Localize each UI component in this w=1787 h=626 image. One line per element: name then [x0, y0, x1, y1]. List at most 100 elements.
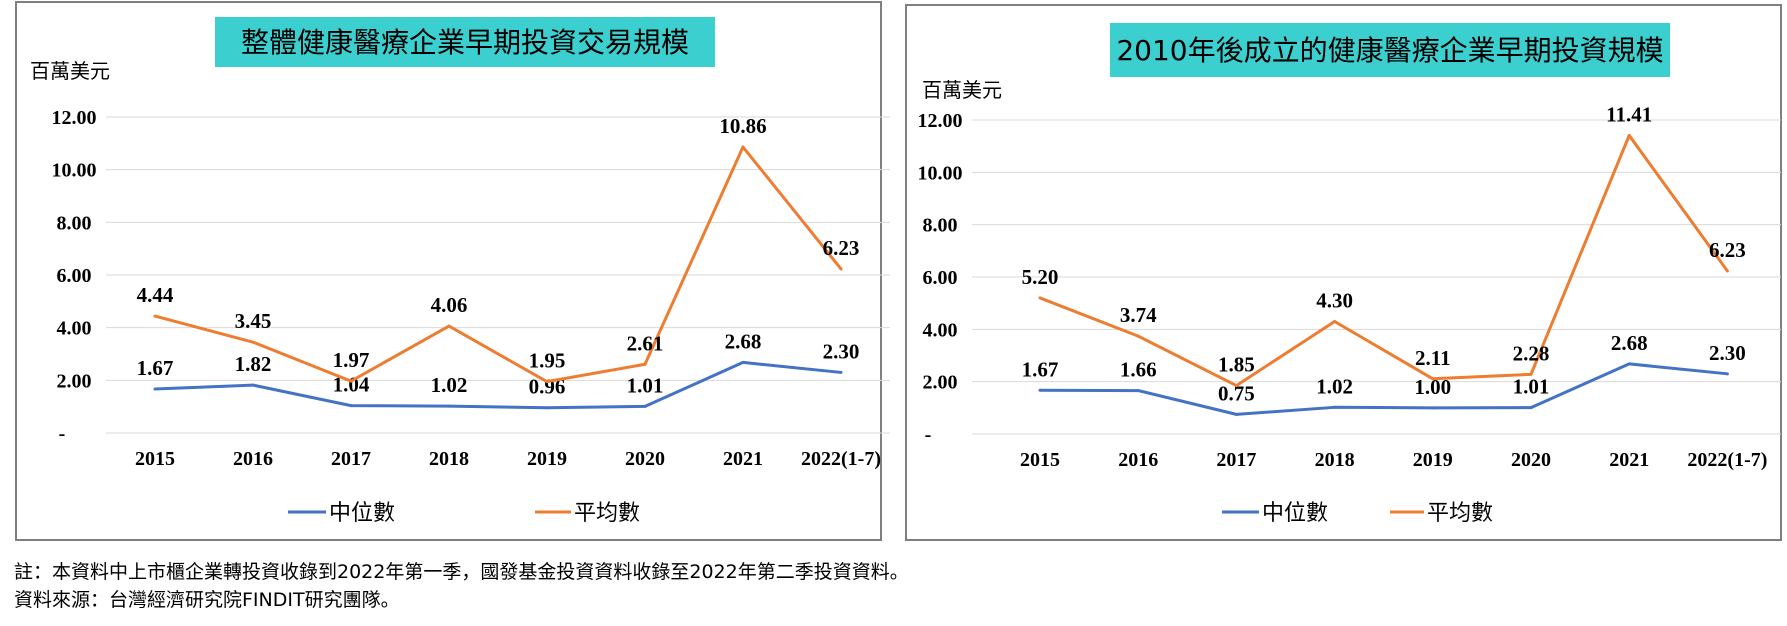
x-tick-label: 2015 — [135, 448, 175, 470]
data-point — [1234, 384, 1238, 388]
chart-title: 2010年後成立的健康醫療企業早期投資規模 — [1116, 34, 1663, 67]
x-tick-label: 2022(1-7) — [801, 448, 881, 470]
data-label: 4.06 — [431, 293, 468, 317]
chart-frame — [905, 4, 1782, 541]
y-tick-label: 10.00 — [918, 162, 963, 184]
x-tick-label: 2021 — [1609, 449, 1649, 471]
x-tick-label: 2019 — [527, 448, 567, 470]
data-point — [839, 370, 843, 374]
data-label: 2.30 — [823, 339, 860, 363]
data-point — [1529, 406, 1533, 410]
data-label: 3.74 — [1120, 303, 1157, 327]
x-tick-label: 2021 — [723, 448, 763, 470]
data-label: 1.85 — [1218, 353, 1255, 377]
data-point — [741, 145, 745, 149]
data-point — [1234, 412, 1238, 416]
data-label: 2.68 — [725, 329, 762, 353]
data-label: 1.67 — [137, 356, 174, 380]
chart-title-background — [1110, 23, 1670, 77]
data-label: 4.30 — [1316, 288, 1353, 312]
data-point — [1038, 296, 1042, 300]
data-label: 6.23 — [1709, 238, 1746, 262]
data-point — [251, 383, 255, 387]
x-tick-label: 2016 — [233, 448, 273, 470]
data-point — [1529, 372, 1533, 376]
data-point — [545, 380, 549, 384]
legend-label: 中位數 — [329, 501, 395, 526]
data-label: 3.45 — [235, 309, 272, 333]
y-tick-label: - — [59, 423, 66, 445]
data-label: 1.97 — [333, 348, 370, 372]
data-point — [545, 406, 549, 410]
footnote: 註：本資料中上市櫃企業轉投資收錄到2022年第一季，國發基金投資資料收錄至202… — [14, 561, 909, 583]
data-label: 1.02 — [431, 373, 468, 397]
data-label: 1.67 — [1022, 357, 1059, 381]
y-tick-label: 12.00 — [918, 110, 963, 132]
y-axis-unit: 百萬美元 — [922, 78, 1002, 102]
y-tick-label: 2.00 — [57, 370, 92, 392]
data-label: 1.82 — [235, 352, 272, 376]
data-point — [251, 340, 255, 344]
data-point — [447, 324, 451, 328]
chart-title: 整體健康醫療企業早期投資交易規模 — [241, 26, 689, 59]
data-point — [643, 404, 647, 408]
x-tick-label: 2018 — [1315, 449, 1355, 471]
data-label: 5.20 — [1022, 265, 1059, 289]
series-line-median — [1039, 362, 1728, 416]
y-tick-label: 8.00 — [57, 212, 92, 234]
x-tick-label: 2017 — [331, 448, 371, 470]
y-tick-label: 4.00 — [57, 318, 92, 340]
data-label: 2.68 — [1611, 331, 1648, 355]
y-tick-label: 6.00 — [923, 267, 958, 289]
data-label: 2.11 — [1415, 346, 1451, 370]
series-line-mean — [1039, 133, 1729, 388]
data-point — [1725, 269, 1729, 273]
data-point — [1431, 406, 1435, 410]
legend-label: 平均數 — [1427, 501, 1493, 526]
y-tick-label: 6.00 — [57, 265, 92, 287]
y-tick-label: 8.00 — [923, 215, 958, 237]
source-note: 資料來源：台灣經濟研究院FINDIT研究團隊。 — [14, 589, 400, 611]
y-axis-unit: 百萬美元 — [30, 59, 110, 83]
y-tick-label: 2.00 — [923, 372, 958, 394]
x-tick-label: 2017 — [1216, 449, 1256, 471]
data-point — [1431, 377, 1435, 381]
data-label: 1.66 — [1120, 358, 1157, 382]
data-label: 1.95 — [529, 349, 566, 373]
legend-label: 中位數 — [1262, 501, 1328, 526]
data-label: 1.02 — [1316, 374, 1353, 398]
series-line-median — [154, 360, 842, 410]
data-point — [741, 360, 745, 364]
x-tick-label: 2022(1-7) — [1687, 449, 1767, 471]
data-point — [153, 314, 157, 318]
x-tick-label: 2015 — [1020, 449, 1060, 471]
data-label: 2.28 — [1513, 341, 1550, 365]
x-tick-label: 2016 — [1118, 449, 1158, 471]
data-point — [1627, 133, 1631, 137]
data-point — [1038, 388, 1042, 392]
data-point — [1136, 334, 1140, 338]
chart-frame — [15, 1, 882, 541]
data-label: 2.61 — [627, 331, 664, 355]
data-point — [349, 379, 353, 383]
data-point — [643, 362, 647, 366]
data-point — [1627, 362, 1631, 366]
data-point — [1333, 319, 1337, 323]
legend-label: 平均數 — [574, 501, 640, 526]
x-tick-label: 2019 — [1413, 449, 1453, 471]
y-tick-label: - — [925, 424, 932, 446]
x-tick-label: 2020 — [1511, 449, 1551, 471]
data-label: 4.44 — [137, 283, 174, 307]
chart-title-background — [215, 17, 715, 67]
y-tick-label: 10.00 — [52, 160, 97, 182]
data-label: 2.30 — [1709, 341, 1746, 365]
data-label: 6.23 — [823, 236, 860, 260]
data-point — [1136, 389, 1140, 393]
data-label: 1.01 — [1513, 375, 1550, 399]
y-tick-label: 4.00 — [923, 319, 958, 341]
y-tick-label: 12.00 — [52, 107, 97, 129]
x-tick-label: 2018 — [429, 448, 469, 470]
